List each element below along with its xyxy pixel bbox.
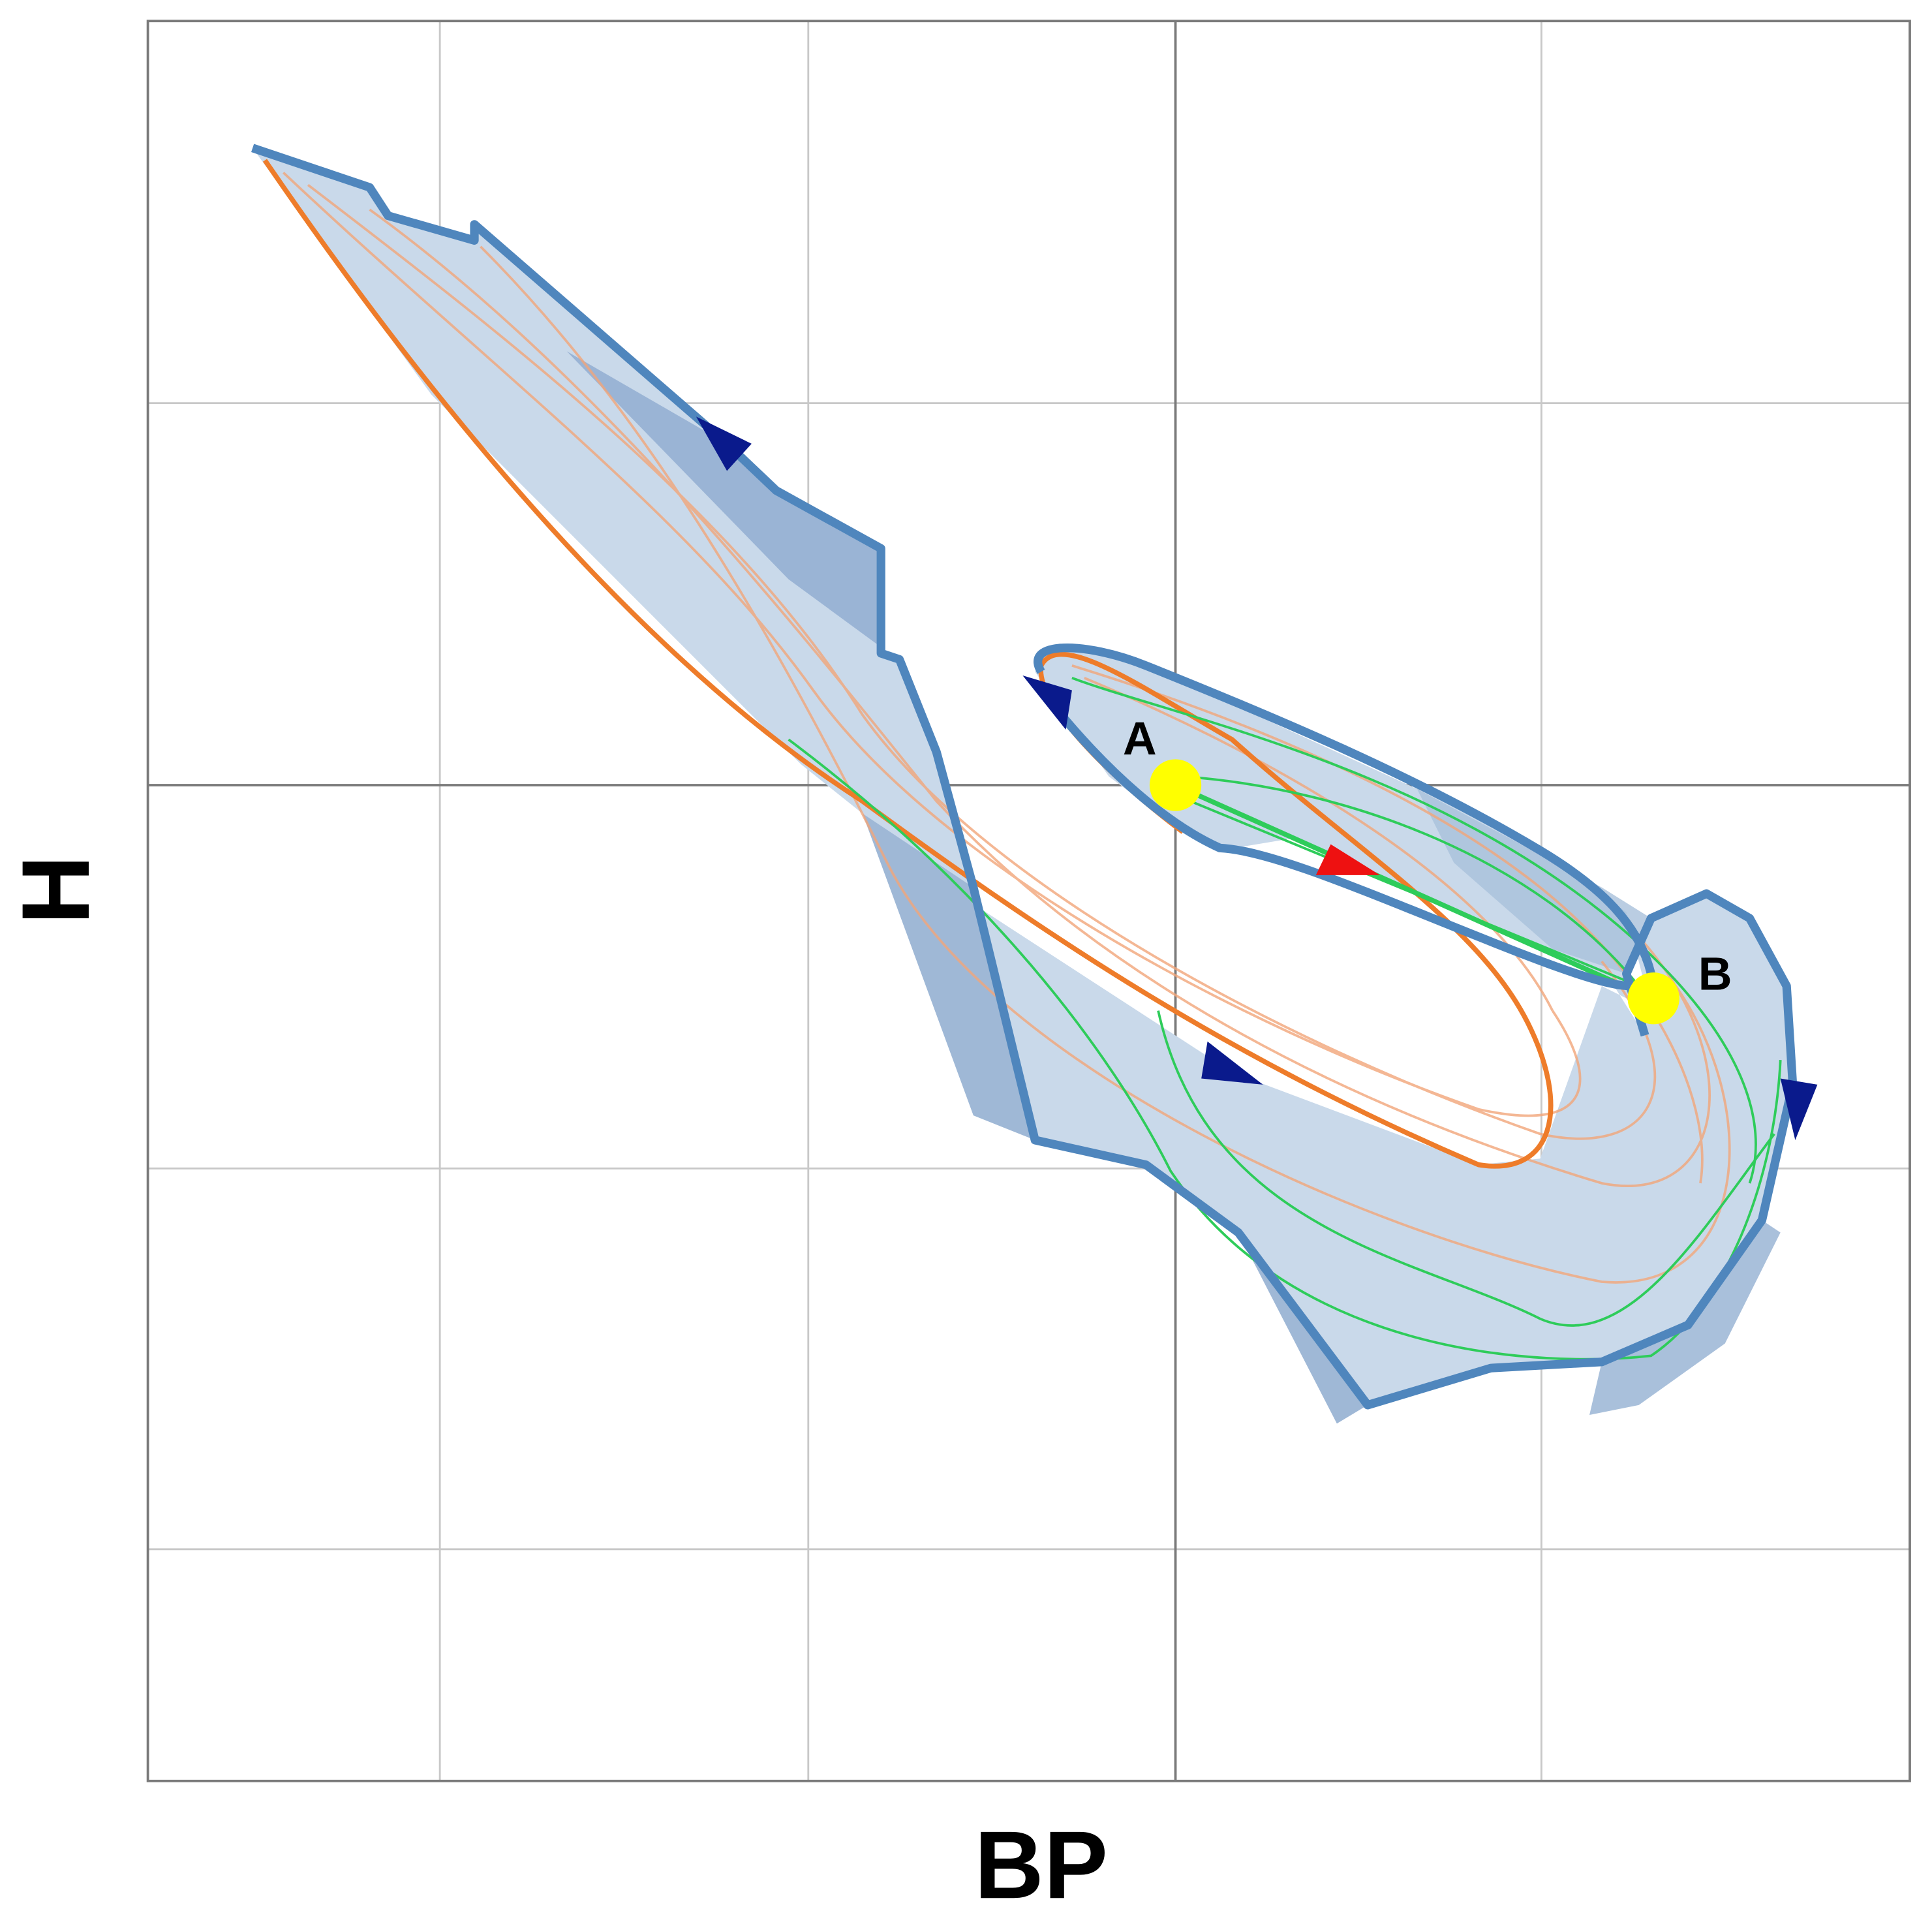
arrow [1201,1041,1263,1085]
transition [1174,794,1640,987]
trajectory [1071,664,1704,1184]
transition [1157,1010,1775,1327]
green-curves [788,676,1782,1361]
outline [251,144,1798,1410]
trajectory [307,183,1657,1140]
y-axis-label: H [3,855,110,924]
trajectory [283,172,1582,1117]
x-axis-label: BP [974,1812,1108,1919]
main-trajectory [262,159,1554,1169]
arrow [1780,1078,1818,1140]
shaded-area [253,147,1793,1405]
point-label: B [1698,948,1732,1000]
transition [1071,676,1757,1184]
arrows [696,416,1818,1140]
point-label: A [1123,713,1157,765]
arrow [1022,675,1072,730]
shaded-area [566,351,882,647]
transition [1182,775,1640,987]
point-a [1149,759,1202,811]
trajectory [369,208,1711,1188]
arrow [696,416,752,471]
plot-frame [146,20,1911,1782]
arrow [1315,844,1380,875]
point-b [1627,972,1679,1025]
